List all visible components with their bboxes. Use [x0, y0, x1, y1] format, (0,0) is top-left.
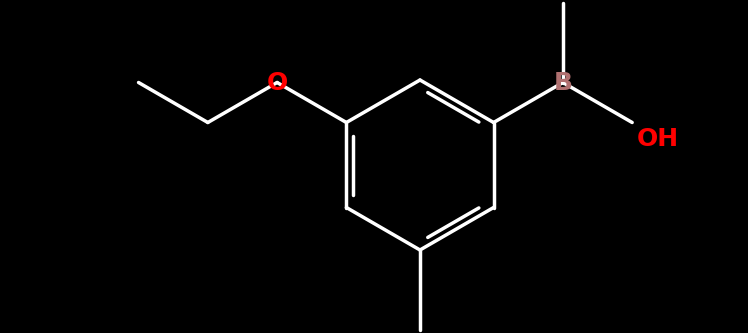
Text: B: B — [554, 71, 572, 95]
Text: OH: OH — [637, 128, 679, 152]
Text: O: O — [266, 71, 288, 95]
